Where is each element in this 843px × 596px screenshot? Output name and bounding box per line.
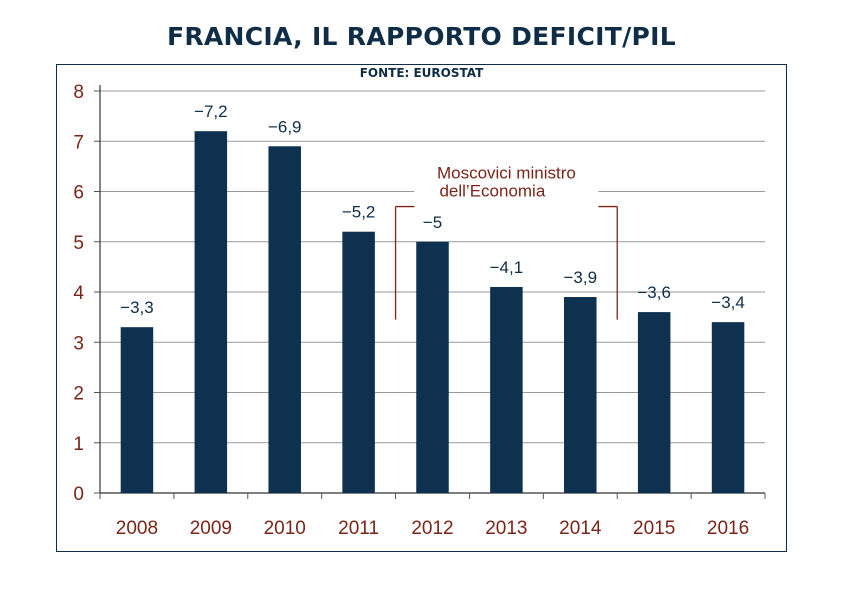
bar-2012 (416, 241, 449, 493)
annotation-line-2: dell’Economia (439, 182, 545, 201)
y-tick-label-4: 4 (73, 283, 84, 304)
bar-2008 (120, 327, 154, 493)
data-label-2011: −5,2 (342, 203, 376, 222)
chart-frame (56, 64, 787, 552)
y-tick-label-2: 2 (73, 384, 84, 405)
data-label-2012: −5 (423, 213, 442, 232)
x-tick-label-2013: 2013 (485, 518, 527, 539)
y-tick-label-8: 8 (73, 82, 84, 103)
data-label-2014: −3,9 (563, 268, 597, 287)
bar-2011 (342, 231, 375, 493)
x-tick-label-2011: 2011 (338, 518, 379, 539)
x-tick-label-2014: 2014 (559, 518, 602, 539)
bar-2013 (490, 286, 523, 493)
data-label-2010: −6,9 (268, 117, 302, 136)
y-tick-label-7: 7 (73, 132, 84, 153)
x-tick-label-2015: 2015 (633, 518, 675, 539)
data-label-2008: −3,3 (120, 298, 154, 317)
x-tick-label-2010: 2010 (264, 518, 306, 539)
data-label-2016: −3,4 (711, 293, 745, 312)
bar-2016 (711, 322, 745, 493)
data-label-2015: −3,6 (637, 283, 671, 302)
bar-2015 (637, 312, 671, 493)
annotation-line-1: Moscovici ministro (437, 163, 576, 182)
bar-2009 (194, 131, 228, 493)
x-tick-label-2016: 2016 (707, 518, 749, 539)
x-tick-label-2009: 2009 (190, 518, 232, 539)
data-label-2013: −4,1 (490, 258, 524, 277)
y-tick-label-6: 6 (73, 183, 84, 204)
x-tick-label-2008: 2008 (116, 518, 158, 539)
y-tick-label-0: 0 (73, 484, 84, 505)
chart-source: FONTE: EUROSTAT (359, 66, 484, 80)
annotation-text-background (414, 161, 599, 210)
y-tick-label-5: 5 (73, 233, 84, 254)
chart-title: FRANCIA, IL RAPPORTO DEFICIT/PIL (166, 22, 677, 51)
y-tick-label-3: 3 (73, 333, 84, 354)
y-tick-label-1: 1 (73, 434, 84, 455)
bar-2014 (564, 297, 597, 493)
data-label-2009: −7,2 (194, 102, 228, 121)
x-tick-label-2012: 2012 (411, 518, 453, 539)
bar-2010 (268, 146, 301, 493)
